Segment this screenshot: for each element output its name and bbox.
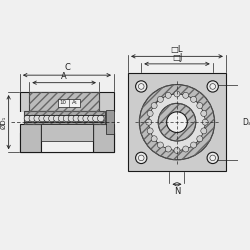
Circle shape xyxy=(158,142,164,148)
Circle shape xyxy=(151,136,157,142)
Circle shape xyxy=(165,146,171,152)
Circle shape xyxy=(197,136,203,142)
Circle shape xyxy=(29,115,35,122)
Circle shape xyxy=(147,128,153,134)
Circle shape xyxy=(63,115,70,122)
Circle shape xyxy=(174,91,180,97)
Circle shape xyxy=(197,102,203,108)
Circle shape xyxy=(24,115,31,122)
Bar xyxy=(128,73,226,171)
Circle shape xyxy=(151,102,157,108)
Circle shape xyxy=(183,146,189,152)
Text: □J: □J xyxy=(172,53,182,62)
Bar xyxy=(24,111,104,124)
Circle shape xyxy=(73,115,80,122)
Circle shape xyxy=(39,115,46,122)
Circle shape xyxy=(210,84,216,89)
Circle shape xyxy=(183,92,189,98)
Bar xyxy=(106,110,114,134)
Circle shape xyxy=(136,152,147,164)
Text: A₁: A₁ xyxy=(72,100,78,105)
Text: A: A xyxy=(61,72,67,81)
Circle shape xyxy=(54,115,60,122)
Text: N: N xyxy=(174,187,180,196)
Circle shape xyxy=(165,92,171,98)
Circle shape xyxy=(92,115,99,122)
Text: □L: □L xyxy=(171,44,183,54)
Text: C: C xyxy=(64,63,70,72)
Bar xyxy=(24,111,104,124)
Circle shape xyxy=(147,110,153,116)
Circle shape xyxy=(88,115,94,122)
Circle shape xyxy=(136,81,147,92)
Circle shape xyxy=(44,115,50,122)
Circle shape xyxy=(48,115,55,122)
Circle shape xyxy=(138,84,144,89)
Text: ØD₁: ØD₁ xyxy=(1,116,7,129)
Circle shape xyxy=(68,115,75,122)
Bar xyxy=(40,124,93,152)
Circle shape xyxy=(58,115,65,122)
Circle shape xyxy=(98,115,104,122)
Circle shape xyxy=(83,115,89,122)
Circle shape xyxy=(158,103,196,141)
Circle shape xyxy=(207,81,218,92)
Circle shape xyxy=(201,128,207,134)
Circle shape xyxy=(167,112,187,132)
Bar xyxy=(40,124,93,141)
Circle shape xyxy=(174,148,180,154)
Circle shape xyxy=(78,115,84,122)
Circle shape xyxy=(202,119,208,125)
Bar xyxy=(20,124,40,152)
Circle shape xyxy=(190,142,196,148)
Circle shape xyxy=(158,96,164,102)
Circle shape xyxy=(210,155,216,161)
Circle shape xyxy=(34,115,40,122)
Bar xyxy=(20,92,114,152)
Bar xyxy=(58,99,80,107)
Circle shape xyxy=(201,110,207,116)
Bar xyxy=(18,112,116,132)
Circle shape xyxy=(139,84,214,160)
Bar xyxy=(93,124,114,152)
Bar xyxy=(29,92,99,111)
Circle shape xyxy=(149,94,205,150)
Text: 10: 10 xyxy=(60,100,67,105)
Circle shape xyxy=(190,96,196,102)
Bar xyxy=(29,92,99,111)
Circle shape xyxy=(207,152,218,164)
Circle shape xyxy=(146,119,152,125)
Circle shape xyxy=(138,155,144,161)
Text: Dₛ: Dₛ xyxy=(242,118,250,127)
